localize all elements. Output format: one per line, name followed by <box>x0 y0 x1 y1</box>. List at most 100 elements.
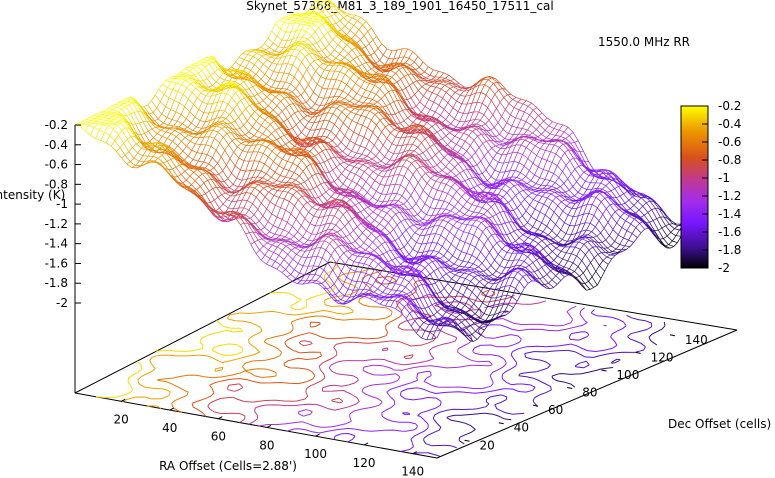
mesh-segment <box>478 266 484 272</box>
mesh-segment <box>390 183 396 186</box>
mesh-segment <box>311 35 317 44</box>
mesh-segment <box>501 188 508 193</box>
mesh-segment <box>381 244 387 253</box>
mesh-segment <box>454 118 460 122</box>
mesh-segment <box>412 51 419 57</box>
mesh-segment <box>430 119 436 125</box>
mesh-segment <box>266 208 272 215</box>
mesh-segment <box>301 61 307 70</box>
mesh-segment <box>360 177 367 182</box>
mesh-segment <box>320 141 327 150</box>
mesh-segment <box>361 153 368 157</box>
mesh-segment <box>353 59 359 67</box>
mesh-segment <box>368 246 375 251</box>
mesh-segment <box>353 131 359 136</box>
mesh-segment <box>400 312 407 319</box>
mesh-segment <box>308 121 314 124</box>
mesh-segment <box>504 203 511 212</box>
mesh-segment <box>424 129 430 133</box>
mesh-segment <box>358 237 365 243</box>
mesh-segment <box>332 39 339 46</box>
mesh-segment <box>398 112 405 122</box>
mesh-segment <box>202 101 208 105</box>
mesh-segment <box>229 114 236 122</box>
mesh-segment <box>454 298 460 303</box>
mesh-segment <box>435 123 442 131</box>
mesh-segment <box>291 97 298 105</box>
mesh-segment <box>337 145 343 152</box>
mesh-segment <box>259 115 266 121</box>
mesh-segment <box>454 135 461 140</box>
mesh-segment <box>557 205 564 212</box>
mesh-segment <box>344 135 351 141</box>
mesh-segment <box>362 256 368 258</box>
mesh-segment <box>459 239 466 243</box>
mesh-segment <box>444 266 451 273</box>
mesh-segment <box>415 299 422 309</box>
mesh-segment <box>467 128 473 132</box>
mesh-segment <box>571 150 578 159</box>
mesh-segment <box>565 138 572 144</box>
mesh-segment <box>269 167 276 173</box>
mesh-segment <box>200 120 206 123</box>
mesh-segment <box>276 105 283 112</box>
mesh-segment <box>269 78 276 82</box>
mesh-segment <box>359 262 365 265</box>
mesh-segment <box>403 56 410 59</box>
mesh-segment <box>558 191 564 197</box>
mesh-segment <box>189 70 195 76</box>
mesh-segment <box>292 259 299 264</box>
mesh-segment <box>433 69 439 72</box>
mesh-segment <box>409 85 415 95</box>
mesh-segment <box>185 72 192 77</box>
mesh-segment <box>180 78 186 81</box>
mesh-segment <box>616 197 622 205</box>
mesh-segment <box>458 272 464 274</box>
mesh-segment <box>336 201 342 206</box>
mesh-segment <box>513 277 520 282</box>
mesh-segment <box>470 169 477 178</box>
mesh-segment <box>436 242 443 247</box>
mesh-segment <box>501 153 508 156</box>
mesh-segment <box>296 56 302 63</box>
mesh-segment <box>543 120 549 127</box>
mesh-segment <box>637 201 644 207</box>
mesh-segment <box>373 162 380 167</box>
mesh-segment <box>517 152 523 155</box>
mesh-segment <box>537 269 544 278</box>
mesh-segment <box>490 176 497 181</box>
mesh-segment <box>393 300 400 303</box>
mesh-segment <box>448 260 455 265</box>
mesh-segment <box>290 238 296 243</box>
mesh-segment <box>579 276 586 284</box>
mesh-segment <box>475 118 481 121</box>
mesh-segment <box>329 243 335 250</box>
mesh-segment <box>196 169 203 175</box>
mesh-segment <box>388 241 395 251</box>
mesh-segment <box>581 229 587 232</box>
mesh-segment <box>383 84 389 92</box>
mesh-segment <box>550 218 556 225</box>
mesh-segment <box>274 171 281 176</box>
mesh-segment <box>534 271 540 280</box>
mesh-segment <box>527 256 534 263</box>
mesh-segment <box>300 183 307 191</box>
mesh-segment <box>180 72 186 74</box>
mesh-segment <box>253 135 260 139</box>
mesh-segment <box>309 44 315 51</box>
mesh-segment <box>368 106 374 109</box>
mesh-segment <box>177 120 183 125</box>
mesh-segment <box>174 130 180 134</box>
mesh-segment <box>506 212 513 223</box>
mesh-segment <box>583 244 590 251</box>
mesh-segment <box>215 116 221 119</box>
mesh-segment <box>208 190 215 201</box>
mesh-segment <box>353 73 360 79</box>
mesh-segment <box>413 224 419 230</box>
mesh-segment <box>229 87 236 93</box>
mesh-segment <box>334 215 340 220</box>
mesh-segment <box>483 129 489 136</box>
mesh-segment <box>461 126 467 129</box>
mesh-segment <box>308 22 314 25</box>
mesh-segment <box>517 252 523 254</box>
